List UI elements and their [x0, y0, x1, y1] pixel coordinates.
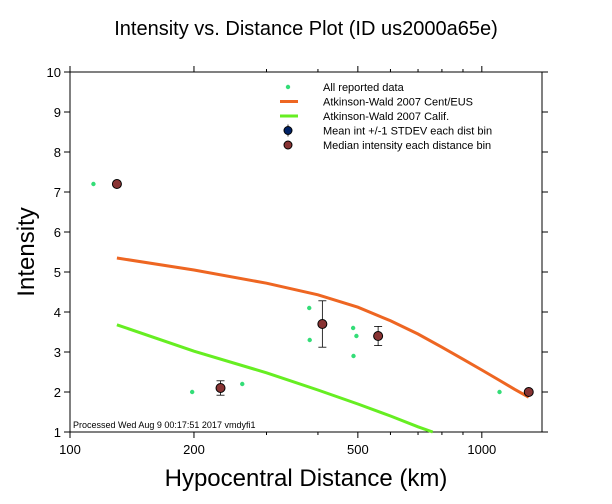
y-tick-label: 3: [54, 345, 61, 360]
median-intensity-point: [111, 179, 122, 189]
legend-label: Atkinson-Wald 2007 Calif.: [323, 111, 449, 123]
legend: All reported data Atkinson-Wald 2007 Cent…: [280, 82, 492, 152]
y-tick-label: 1: [54, 425, 61, 440]
legend-label: Atkinson-Wald 2007 Cent/EUS: [323, 97, 473, 109]
cent-eus-curve: [116, 256, 530, 399]
x-tick-label: 500: [347, 442, 369, 457]
x-axis: 100 200 500 1000: [59, 66, 496, 457]
x-axis-label: Hypocentral Distance (km): [165, 465, 448, 492]
y-axis: 1 2 3 4 5 6 7 8 9 10: [47, 65, 548, 440]
reported-data-point: [350, 325, 356, 331]
plot-frame: [69, 71, 543, 433]
legend-label: All reported data: [323, 82, 405, 94]
plot-series: [91, 179, 534, 434]
x-tick-label: 100: [59, 442, 81, 457]
reported-data-point: [307, 337, 312, 343]
y-tick-label: 6: [54, 225, 61, 240]
legend-label: Mean int +/-1 STDEV each dist bin: [323, 126, 492, 138]
x-tick-label: 200: [183, 442, 205, 457]
reported-data-point: [307, 305, 312, 311]
reported-data-point: [240, 381, 245, 387]
y-axis-label: Intensity: [13, 207, 40, 296]
reported-data-point: [189, 389, 195, 395]
calif-curve: [116, 323, 434, 434]
reported-data-point: [354, 333, 359, 339]
legend-marker: [283, 140, 293, 150]
legend-marker: [283, 126, 293, 135]
y-tick-label: 8: [54, 145, 61, 160]
median-intensity-point: [373, 331, 384, 341]
reported-data-point: [351, 353, 356, 359]
x-tick-label: 1000: [467, 442, 496, 457]
reported-data-point: [497, 389, 502, 395]
median-intensity-point: [215, 383, 226, 393]
y-tick-label: 5: [54, 265, 61, 280]
median-intensity-point: [317, 319, 328, 329]
legend-label: Median intensity each distance bin: [323, 140, 491, 152]
processed-footer: Processed Wed Aug 9 00:17:51 2017 vmdyfi…: [73, 420, 255, 430]
median-intensity-point: [523, 387, 534, 397]
y-tick-label: 9: [54, 105, 61, 120]
legend-marker: [285, 84, 291, 90]
chart-title: Intensity vs. Distance Plot (ID us2000a6…: [114, 18, 498, 40]
y-tick-label: 2: [54, 385, 61, 400]
y-tick-label: 7: [54, 185, 61, 200]
reported-data-point: [91, 181, 96, 187]
y-tick-label: 4: [54, 305, 61, 320]
y-tick-label: 10: [47, 65, 61, 80]
